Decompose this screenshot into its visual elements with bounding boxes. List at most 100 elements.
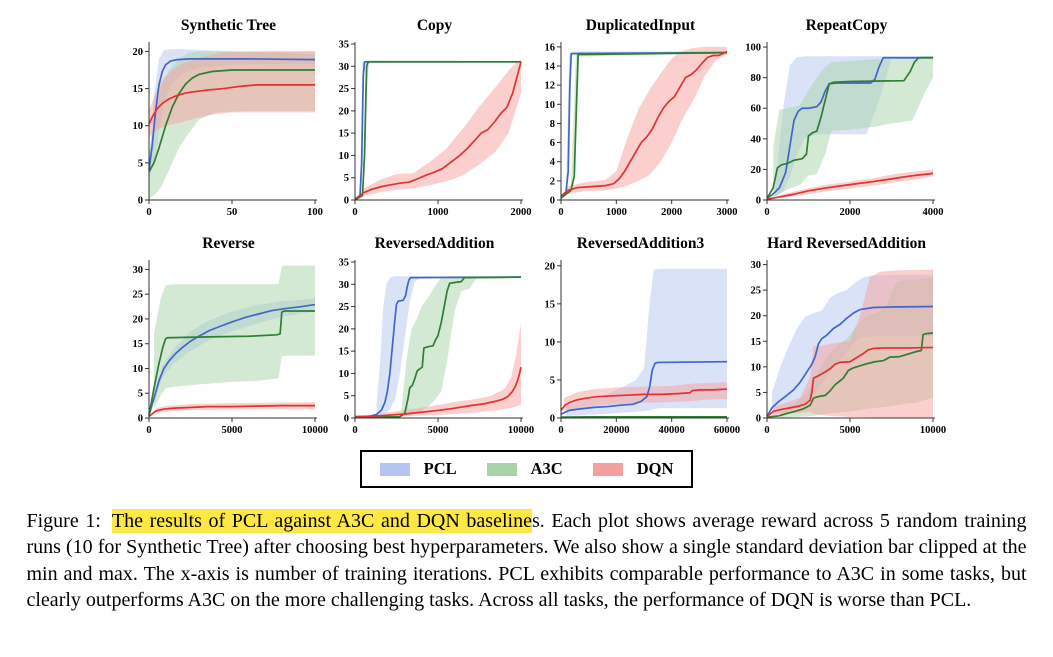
svg-text:15: 15 [338, 129, 349, 140]
chart-title-hard-reversed-addition: Hard ReversedAddition [767, 235, 926, 252]
chart-title-duplicated-input: DuplicatedInput [585, 17, 696, 34]
svg-text:10000: 10000 [507, 425, 533, 436]
chart-title-reversed-addition3: ReversedAddition3 [576, 235, 705, 252]
svg-text:10000: 10000 [301, 425, 327, 436]
svg-text:15: 15 [750, 337, 761, 348]
svg-text:20: 20 [338, 324, 349, 335]
legend-label-a3c: A3C [530, 459, 563, 478]
svg-text:10: 10 [132, 364, 143, 375]
subplot-reversed-addition: ReversedAddition 0 5 10 15 20 25 30 35 0 5000 1000… [321, 232, 534, 442]
chart-title-reversed-addition: ReversedAddition [374, 235, 495, 252]
svg-text:3000: 3000 [716, 207, 737, 218]
svg-text:60: 60 [750, 104, 761, 115]
svg-text:30: 30 [750, 260, 761, 271]
svg-text:5: 5 [343, 391, 348, 402]
legend-label-pcl: PCL [423, 459, 457, 478]
chart-title-copy: Copy [416, 17, 453, 34]
svg-text:0: 0 [146, 207, 151, 218]
svg-text:0: 0 [352, 425, 357, 436]
svg-text:1000: 1000 [427, 207, 448, 218]
svg-text:8: 8 [549, 119, 554, 130]
svg-text:5000: 5000 [221, 425, 242, 436]
svg-text:0: 0 [764, 207, 769, 218]
svg-text:20: 20 [132, 47, 143, 58]
svg-text:30: 30 [132, 265, 143, 276]
svg-text:25: 25 [338, 302, 349, 313]
svg-text:0: 0 [137, 196, 142, 207]
legend-item-a3c: A3C [486, 459, 563, 479]
caption-text: s. Each plot shows average reward across… [26, 510, 1027, 612]
svg-text:4000: 4000 [922, 207, 943, 218]
chart-title-reverse: Reverse [202, 235, 255, 252]
svg-text:0: 0 [146, 425, 151, 436]
chart-title-synthetic-tree: Synthetic Tree [180, 17, 277, 34]
svg-text:2000: 2000 [510, 207, 531, 218]
svg-text:25: 25 [750, 286, 761, 297]
chart-canvas-hard-reversed-addition: 0 5 10 15 20 25 30 0 5000 10000 [750, 260, 946, 436]
chart-canvas-repeat-copy: 0 20 40 60 80 100 0 2000 4000 [745, 42, 943, 218]
svg-text:0: 0 [343, 196, 348, 207]
caption-figure-label: Figure 1: [26, 510, 101, 532]
svg-text:0: 0 [352, 207, 357, 218]
legend-label-dqn: DQN [636, 459, 674, 478]
svg-text:20000: 20000 [603, 425, 629, 436]
svg-text:2000: 2000 [661, 207, 682, 218]
svg-text:25: 25 [132, 290, 143, 301]
svg-text:16: 16 [544, 42, 555, 53]
svg-text:14: 14 [544, 62, 555, 73]
chart-canvas-reversed-addition3: 0 5 10 15 20 0 20000 40000 60000 [544, 260, 740, 436]
subplot-synthetic-tree: Synthetic Tree 0 5 10 15 20 0 50 100 [115, 14, 323, 224]
svg-text:50: 50 [226, 207, 237, 218]
svg-text:10: 10 [544, 337, 555, 348]
svg-text:15: 15 [132, 84, 143, 95]
svg-text:100: 100 [745, 43, 761, 54]
svg-text:35: 35 [338, 258, 349, 269]
svg-text:100: 100 [307, 207, 323, 218]
chart-canvas-reverse: 0 5 10 15 20 25 30 0 5000 10000 [132, 260, 328, 436]
svg-text:5: 5 [343, 173, 348, 184]
svg-text:12: 12 [544, 81, 555, 92]
chart-canvas-synthetic-tree: 0 5 10 15 20 0 50 100 [132, 42, 323, 218]
legend-item-pcl: PCL [379, 459, 457, 479]
svg-text:0: 0 [137, 414, 142, 425]
svg-text:0: 0 [549, 196, 554, 207]
legend-item-dqn: DQN [592, 459, 674, 479]
svg-text:10: 10 [750, 362, 761, 373]
svg-text:15: 15 [544, 299, 555, 310]
svg-text:2: 2 [549, 176, 554, 187]
svg-text:80: 80 [750, 73, 761, 84]
svg-text:6: 6 [549, 138, 554, 149]
subplot-repeat-copy: RepeatCopy 0 20 40 60 80 100 0 2000 4000 [733, 14, 943, 224]
svg-text:2000: 2000 [839, 207, 860, 218]
svg-text:5: 5 [137, 389, 142, 400]
svg-text:20: 20 [750, 311, 761, 322]
svg-text:10: 10 [338, 151, 349, 162]
charts-grid: Synthetic Tree 0 5 10 15 20 0 50 100 Copy 0 5 10 1… [115, 14, 946, 442]
svg-text:0: 0 [558, 207, 563, 218]
legend-swatch-dqn [592, 462, 623, 476]
svg-text:35: 35 [338, 40, 349, 51]
svg-text:40: 40 [750, 134, 761, 145]
svg-text:20: 20 [338, 106, 349, 117]
svg-text:25: 25 [338, 84, 349, 95]
subplot-reverse: Reverse 0 5 10 15 20 25 30 0 5000 10000 [115, 232, 328, 442]
svg-text:20: 20 [544, 261, 555, 272]
svg-text:5000: 5000 [839, 425, 860, 436]
figure-caption: Figure 1: The results of PCL against A3C … [27, 508, 1027, 614]
legend-swatch-a3c [486, 462, 517, 476]
svg-text:0: 0 [755, 196, 760, 207]
svg-text:5: 5 [549, 375, 554, 386]
svg-text:0: 0 [755, 414, 760, 425]
chart-canvas-copy: 0 5 10 15 20 25 30 35 0 1000 2000 [338, 40, 531, 219]
svg-text:60000: 60000 [713, 425, 739, 436]
svg-text:5000: 5000 [427, 425, 448, 436]
svg-text:4: 4 [549, 157, 555, 168]
svg-text:10: 10 [338, 369, 349, 380]
svg-text:10: 10 [544, 100, 555, 111]
svg-text:20: 20 [750, 165, 761, 176]
chart-title-repeat-copy: RepeatCopy [805, 17, 888, 34]
legend-swatch-pcl [379, 462, 410, 476]
svg-text:0: 0 [549, 414, 554, 425]
caption-highlight: The results of PCL against A3C and DQN b… [111, 509, 532, 533]
svg-text:20: 20 [132, 314, 143, 325]
